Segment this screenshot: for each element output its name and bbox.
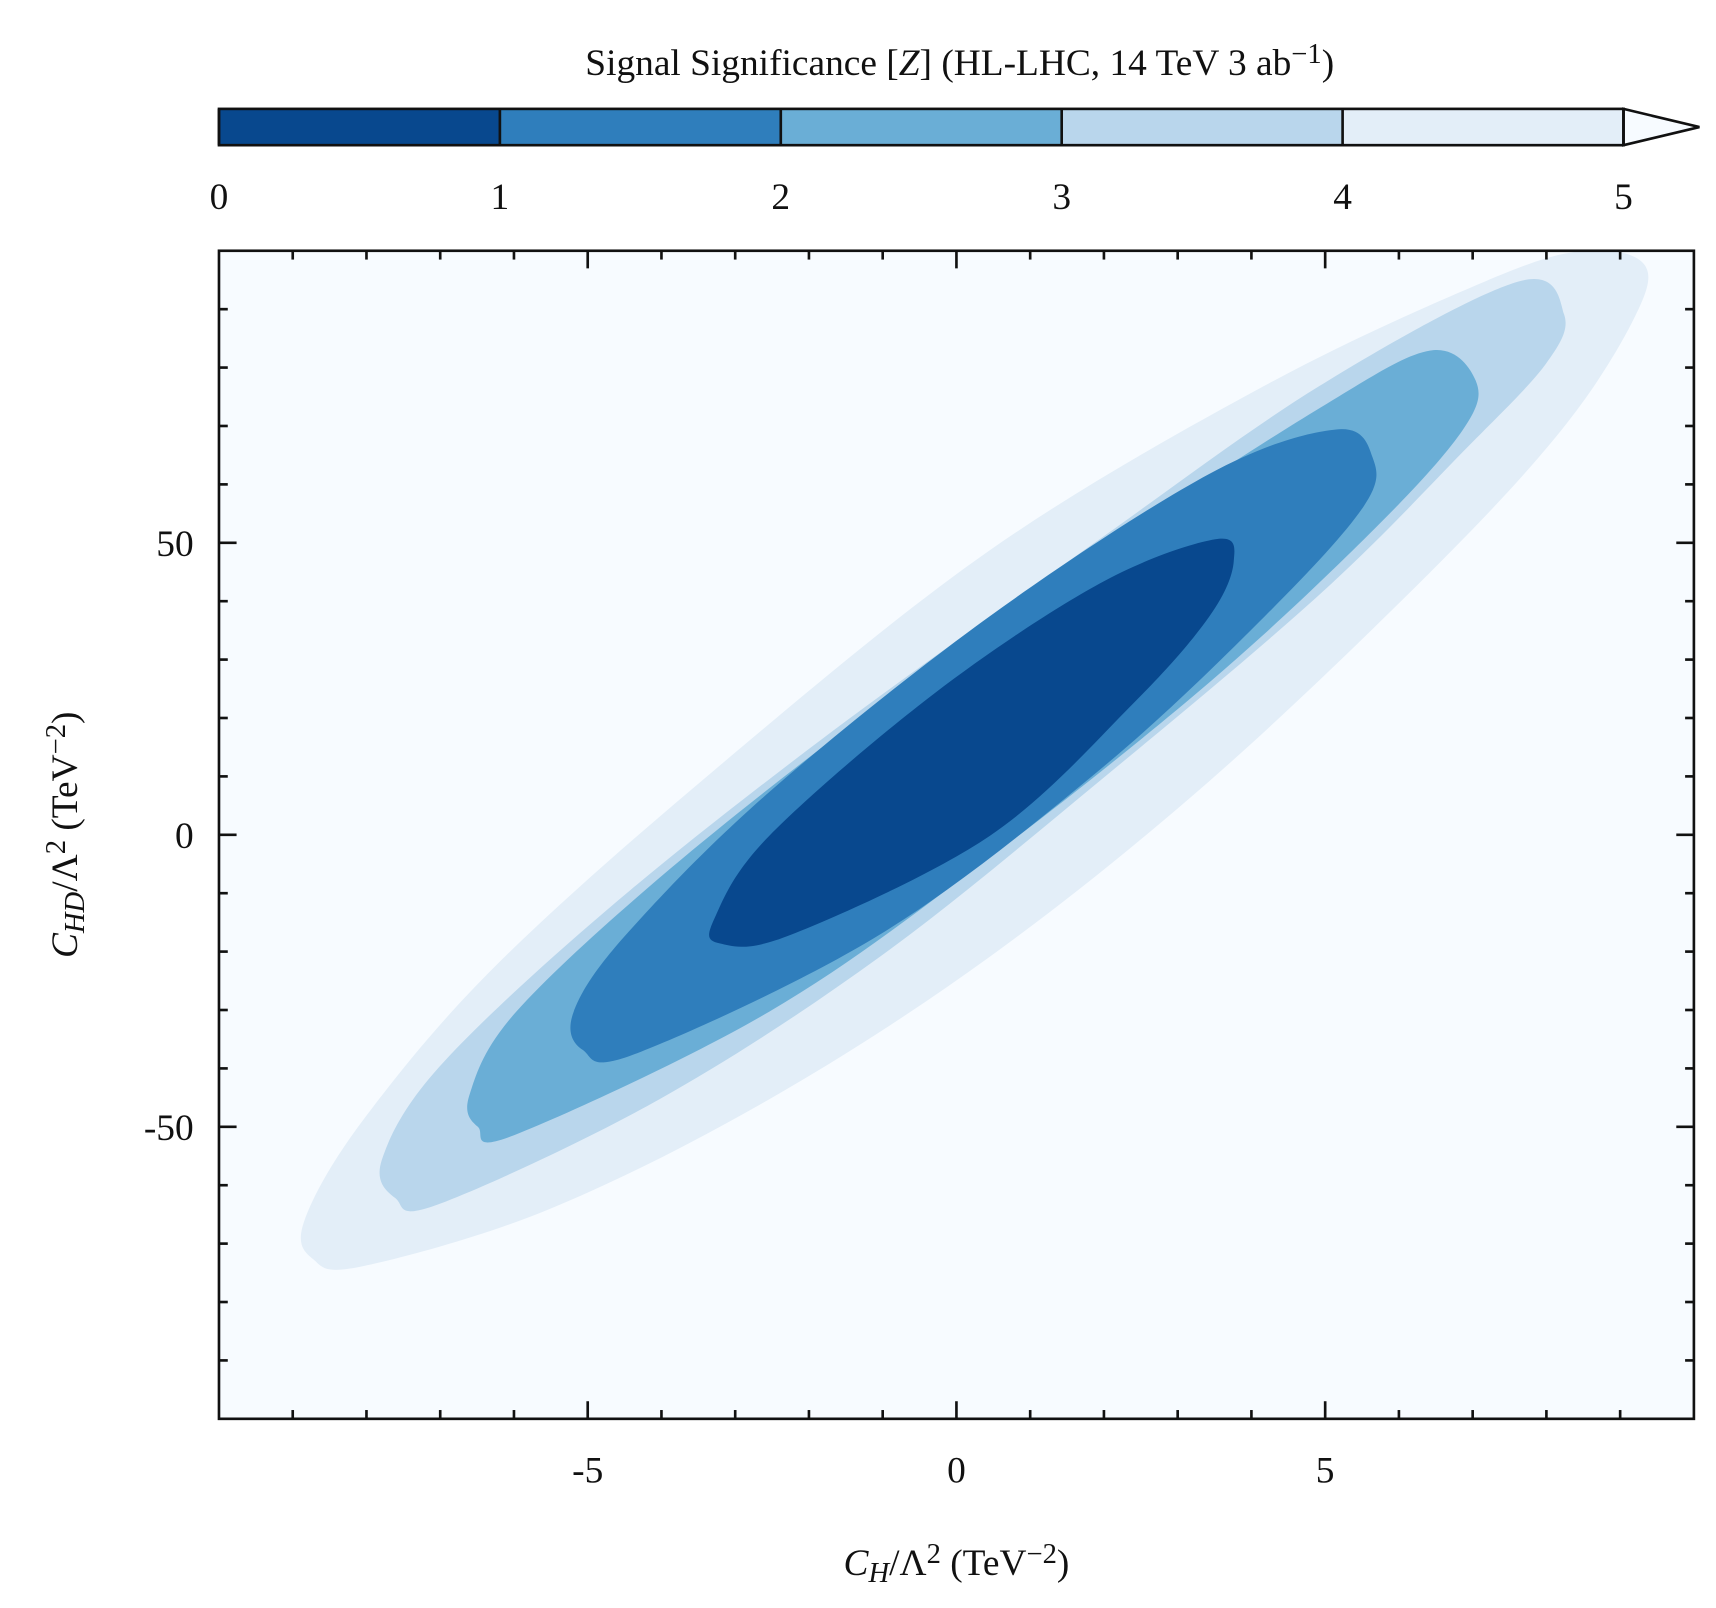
colorbar-band	[1061, 108, 1343, 146]
y-tick-label: 50	[156, 524, 193, 565]
y-axis-label: CHD/Λ2 (TeV−2)	[42, 712, 92, 958]
label-part: H	[867, 1558, 890, 1589]
label-part: −2	[42, 724, 73, 754]
colorbar-band	[218, 108, 500, 146]
label-part: /Λ	[889, 1543, 927, 1584]
colorbar-tick-label: 2	[771, 177, 790, 218]
label-part: HD	[60, 891, 91, 934]
label-part: 2	[42, 840, 73, 854]
label-part: /Λ	[45, 854, 86, 892]
colorbar-band	[499, 108, 781, 146]
label-part: −1	[1291, 39, 1321, 70]
colorbar-title: Signal Significance [Z] (HL-LHC, 14 TeV …	[585, 39, 1334, 84]
colorbar-tick-label: 4	[1333, 177, 1352, 218]
label-part: −2	[1026, 1539, 1056, 1570]
label-part: ] (HL-LHC, 14 TeV 3 ab	[920, 43, 1292, 84]
label-part: 2	[927, 1539, 941, 1570]
colorbar-band	[780, 108, 1062, 146]
label-part: (TeV	[45, 754, 86, 840]
x-tick-label: 5	[1316, 1451, 1335, 1492]
x-tick-label: 0	[947, 1451, 966, 1492]
colorbar: Signal Significance [Z] (HL-LHC, 14 TeV …	[210, 39, 1700, 218]
label-part: C	[45, 932, 86, 958]
label-part: )	[1057, 1543, 1069, 1584]
label-part: )	[1322, 43, 1334, 84]
contour-region	[709, 538, 1235, 947]
label-part: (TeV	[941, 1543, 1027, 1584]
colorbar-band	[1342, 108, 1624, 146]
y-tick-label: 0	[175, 816, 194, 857]
colorbar-tick-label: 1	[491, 177, 510, 218]
label-part: )	[45, 712, 86, 724]
y-tick-label: -50	[144, 1108, 194, 1149]
x-tick-label: -5	[572, 1451, 603, 1492]
colorbar-extension	[1622, 107, 1700, 147]
label-part: Z	[899, 43, 921, 84]
label-part: Signal Significance [	[585, 43, 898, 84]
colorbar-tick-label: 3	[1052, 177, 1071, 218]
x-axis-label: CH/Λ2 (TeV−2)	[844, 1539, 1070, 1589]
colorbar-tick-label: 0	[210, 177, 229, 218]
colorbar-tick-label: 5	[1614, 177, 1633, 218]
contours	[300, 250, 1649, 1270]
label-part: C	[844, 1543, 870, 1584]
